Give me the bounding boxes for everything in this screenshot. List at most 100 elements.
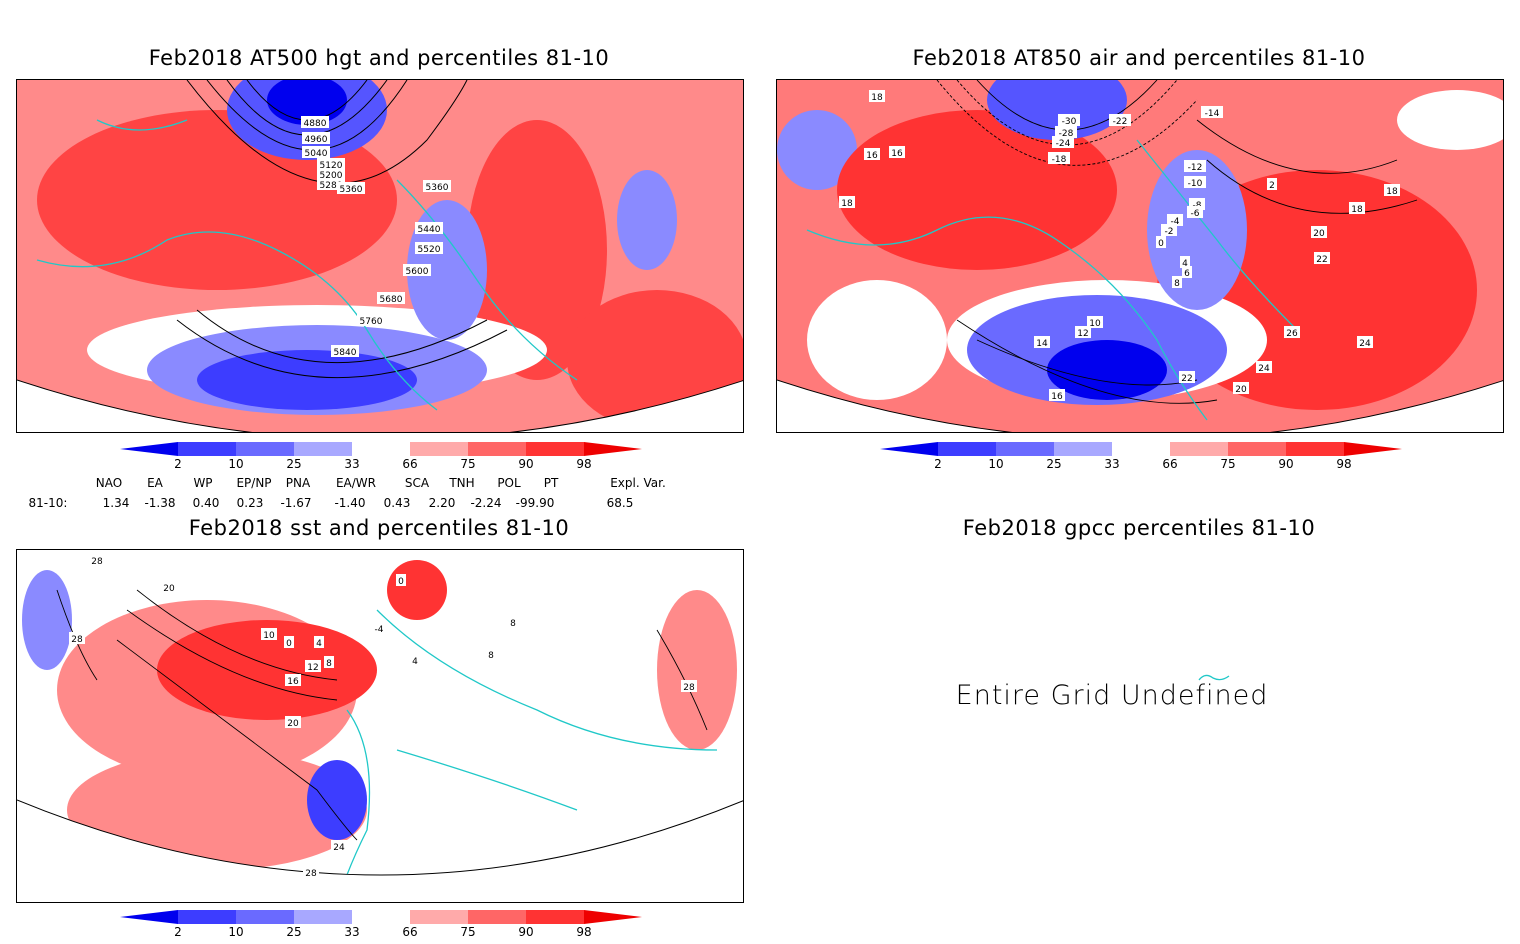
contour-label: -30 [1062, 117, 1077, 127]
contour-label-bg [331, 345, 359, 357]
index-value: 0.23 [236, 496, 264, 510]
index-value: 2.20 [428, 496, 456, 510]
colorbar-segment [526, 442, 584, 456]
colorbar-tick-label: 33 [344, 925, 359, 939]
contour-lines [936, 80, 1418, 404]
contour-label: 16 [891, 149, 903, 159]
contour-label: 28 [683, 683, 695, 693]
colorbar-segment [410, 442, 468, 456]
hgt-panel-title: Feb2018 AT500 hgt and percentiles 81-10 [148, 46, 610, 70]
contour-label: 14 [1036, 339, 1048, 349]
contour-label-bg [1034, 336, 1050, 348]
index-value: 1.34 [102, 496, 130, 510]
negative-anomaly [307, 760, 367, 840]
contour-label-bg [396, 574, 406, 586]
contour-label: 6 [1184, 269, 1190, 279]
index-value: 0.43 [383, 496, 411, 510]
contour-label-bg [1180, 256, 1190, 268]
contour-label: 22 [1181, 374, 1192, 384]
index-value: -2.24 [470, 496, 502, 510]
sst-panel-title: Feb2018 sst and percentiles 81-10 [188, 516, 570, 540]
contour-label: 18 [871, 93, 883, 103]
contour-label: 16 [287, 677, 299, 687]
contour-label-bg [1087, 316, 1103, 328]
contour-label: 24 [1359, 339, 1371, 349]
contour-label-bg [1267, 178, 1277, 190]
contour-label: -4 [1171, 217, 1180, 227]
colorbar-segment [1170, 442, 1228, 456]
contour-label-bg [317, 168, 345, 180]
hgt-colorbar: 2 10 25 33 66 75 90 98 [110, 438, 650, 474]
air-map: -30-28-24-22-18-14-12-10-8-6-4-202468101… [776, 79, 1504, 433]
contour-lines [56, 589, 708, 841]
index-name: TNH [449, 476, 475, 490]
contour-label-bg [1349, 202, 1365, 214]
index-row-label: 81-10: [28, 496, 68, 510]
contour-label-bg [371, 622, 387, 634]
contour-label: 20 [287, 719, 299, 729]
contour-label: 16 [866, 151, 878, 161]
coastlines [36, 119, 578, 411]
index-value: 0.40 [192, 496, 220, 510]
contour-label-bg [1058, 114, 1080, 126]
contour-label: 12 [1077, 329, 1088, 339]
colorbar-tick-label: 98 [576, 457, 591, 471]
negative-anomaly [267, 80, 347, 125]
contour-label-bg [261, 628, 277, 640]
contour-label-bg [1179, 371, 1195, 383]
sst-colorbar: 2 10 25 33 66 75 90 98 [110, 906, 650, 942]
colorbar-segment [294, 910, 352, 924]
contour-label: 24 [333, 843, 345, 853]
index-name: EA [147, 476, 163, 490]
contour-label: 5040 [305, 149, 328, 159]
contour-label-bg [486, 648, 496, 660]
contour-label: -10 [1188, 179, 1203, 189]
contour-label-bg [1075, 326, 1091, 338]
positive-anomaly [67, 750, 367, 870]
contour-label-bg [302, 132, 330, 144]
contour-label-bg [337, 182, 365, 194]
contour-label-bg [508, 616, 518, 628]
colorbar-tick-label: 33 [1104, 457, 1119, 471]
index-name: EP/NP [236, 476, 272, 490]
contour-label-bg [1182, 266, 1192, 278]
colorbar-tick-label: 33 [344, 457, 359, 471]
contour-label: 0 [398, 577, 404, 587]
colorbar-tick-label: 90 [518, 925, 533, 939]
contour-label-bg [423, 180, 451, 192]
contour-label-bg [1311, 226, 1327, 238]
colorbar-segment [178, 910, 236, 924]
contour-label: 18 [841, 199, 853, 209]
contour-label-bg [331, 840, 347, 852]
contour-label: 5200 [320, 171, 343, 181]
contour-label: -28 [1059, 129, 1074, 139]
negative-anomaly [197, 350, 417, 410]
contour-label-bg [1109, 114, 1131, 126]
colorbar-canvas: 2 10 25 33 66 75 90 98 [120, 910, 642, 939]
index-value: -1.67 [280, 496, 312, 510]
colorbar-segment [880, 442, 938, 456]
contour-label-bg [1256, 361, 1272, 373]
gpcc-undefined-message: Entire Grid Undefined [955, 680, 1269, 711]
contour-label: 8 [1174, 279, 1180, 289]
colorbar-tick-label: 2 [934, 457, 942, 471]
colorbar-segment [584, 910, 642, 924]
colorbar-segment [178, 442, 236, 456]
positive-anomaly [657, 590, 737, 750]
index-name: WP [193, 476, 213, 490]
contour-label-bg [1314, 252, 1330, 264]
contour-label-bg [1201, 106, 1223, 118]
contour-label: 0 [1158, 239, 1164, 249]
contour-label-bg [1357, 336, 1373, 348]
contour-label: 8 [488, 651, 494, 661]
contour-label-bg [305, 660, 321, 672]
contour-label-bg [285, 674, 301, 686]
contour-label-bg [314, 636, 324, 648]
contour-label: -14 [1205, 109, 1220, 119]
contour-label: 0 [286, 639, 292, 649]
gpcc-panel-title: Feb2018 gpcc percentiles 81-10 [962, 516, 1316, 540]
index-name: Expl. Var. [610, 476, 666, 490]
